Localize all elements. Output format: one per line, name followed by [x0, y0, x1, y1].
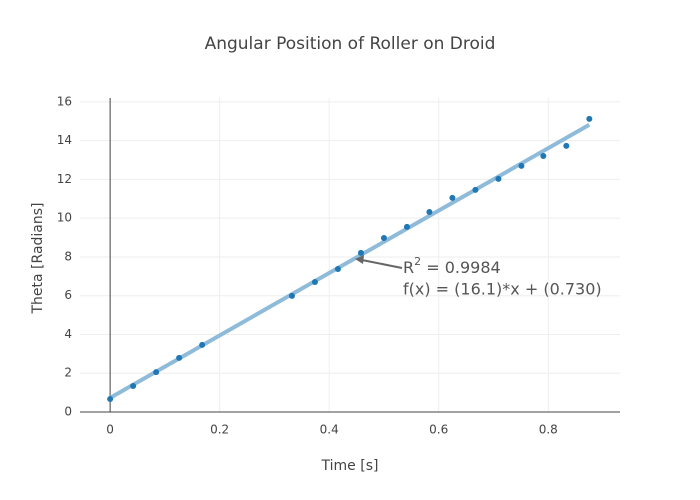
data-point	[334, 265, 341, 272]
y-tick-label: 10	[57, 211, 72, 225]
x-axis-label: Time [s]	[321, 458, 379, 474]
data-point	[449, 194, 456, 201]
data-point	[563, 142, 570, 149]
annotation-r2: R2 = 0.9984	[403, 255, 501, 277]
x-tick-label: 0.4	[320, 423, 339, 437]
annotation-arrowhead	[355, 255, 364, 264]
y-tick-label: 16	[57, 94, 72, 108]
y-tick-label: 14	[57, 133, 72, 147]
annotation-equation: f(x) = (16.1)*x + (0.730)	[403, 280, 602, 299]
data-point	[199, 341, 206, 348]
y-tick-label: 8	[64, 249, 72, 263]
data-point	[176, 354, 183, 361]
annotation-r2-value: = 0.9984	[421, 258, 501, 277]
data-point	[153, 369, 160, 376]
plot-area: 0 2 4 6 8 10 12 14 16 0 0.2 0.4 0.6 0.8	[57, 94, 620, 437]
chart-title: Angular Position of Roller on Droid	[205, 34, 496, 54]
data-point	[357, 249, 364, 256]
x-tick-label: 0.2	[210, 423, 229, 437]
data-point	[472, 186, 479, 193]
annotation-arrow	[361, 259, 403, 269]
data-point	[586, 115, 593, 122]
x-tick-label: 0.8	[539, 423, 558, 437]
y-tick-label: 6	[64, 288, 72, 302]
data-point	[311, 278, 318, 285]
x-tick-label: 0.6	[429, 423, 448, 437]
y-tick-label: 0	[64, 405, 72, 419]
data-point	[380, 234, 387, 241]
data-point	[288, 292, 295, 299]
fit-line	[109, 123, 591, 400]
data-point	[518, 162, 525, 169]
data-point	[495, 175, 502, 182]
data-point	[130, 383, 137, 390]
data-point	[540, 152, 547, 159]
y-axis-label: Theta [Radians]	[30, 202, 46, 314]
annotation-r: R	[403, 258, 414, 277]
data-point	[426, 208, 433, 215]
y-tick-label: 2	[64, 366, 72, 380]
annotation-sup: 2	[414, 255, 421, 268]
annotation: R2 = 0.9984 f(x) = (16.1)*x + (0.730)	[355, 255, 602, 299]
y-tick-label: 4	[64, 327, 72, 341]
data-point	[403, 223, 410, 230]
data-point	[107, 396, 114, 403]
x-tick-label: 0	[106, 423, 114, 437]
y-tick-label: 12	[57, 172, 72, 186]
